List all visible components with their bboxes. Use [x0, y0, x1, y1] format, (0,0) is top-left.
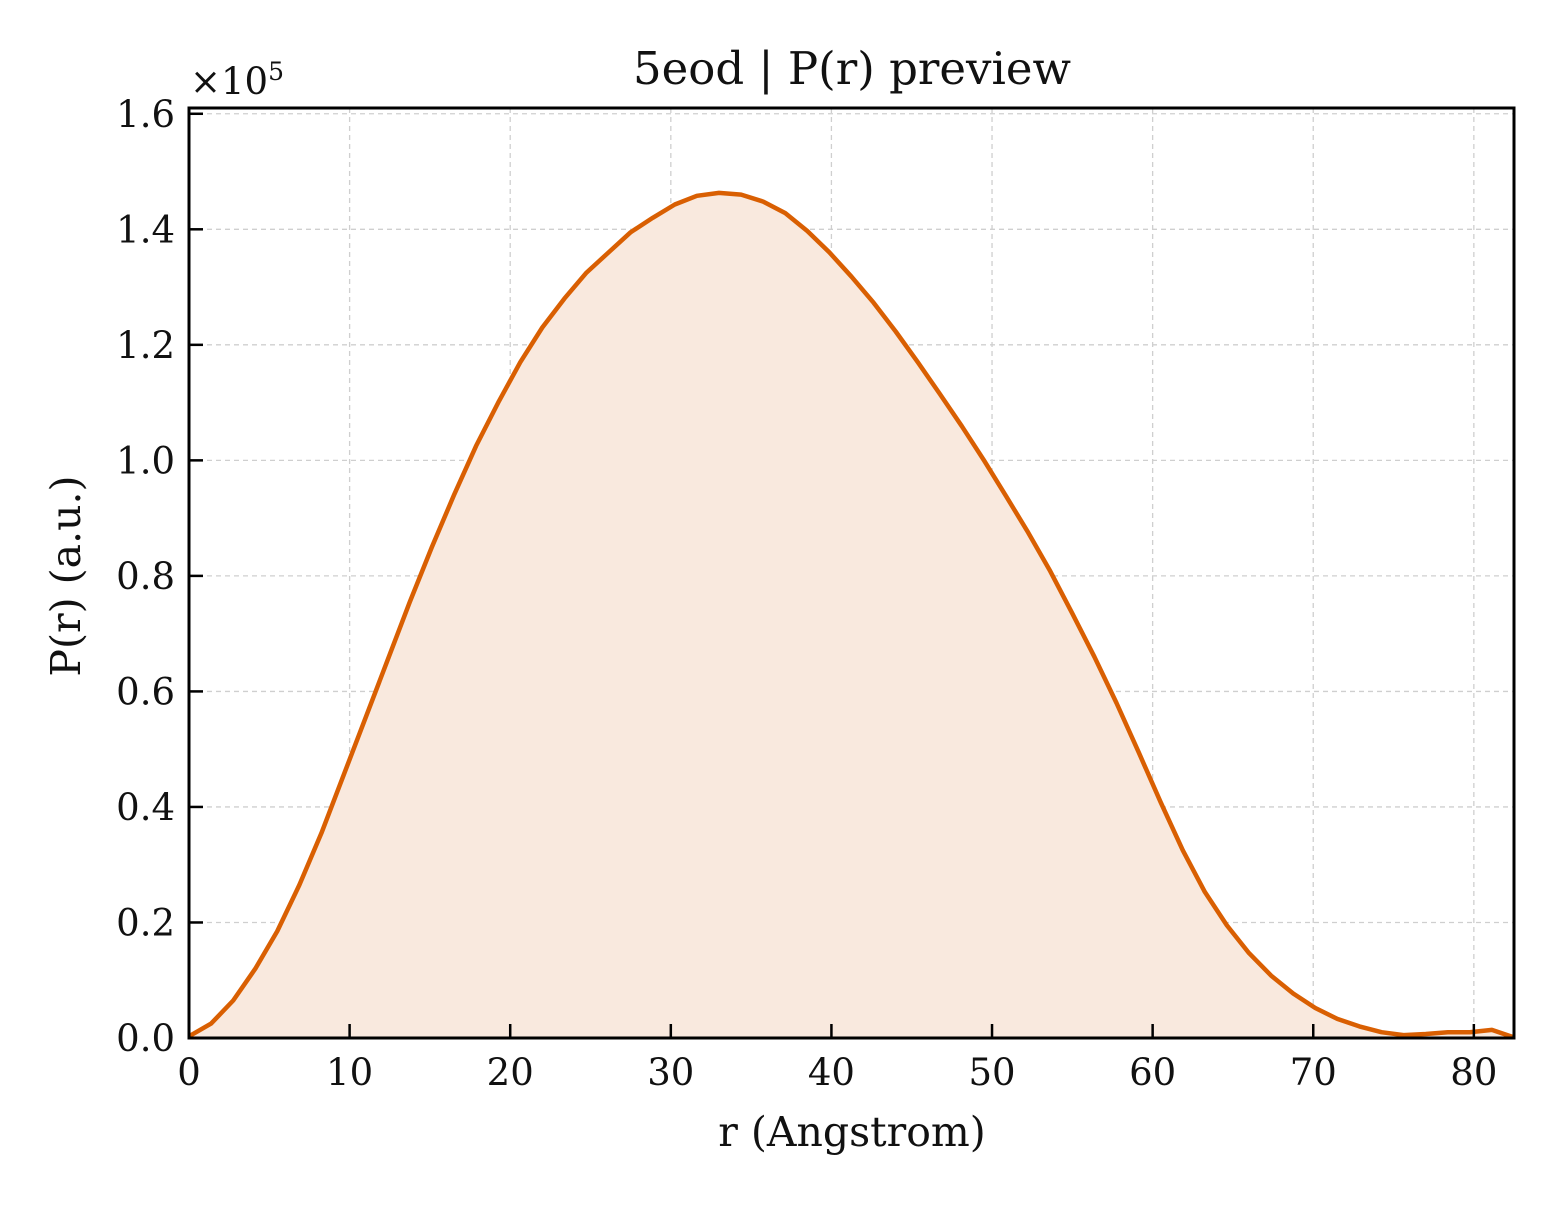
y-tick-label: 1.4: [116, 208, 175, 251]
x-tick-label: 30: [647, 1051, 694, 1094]
ticks: 0 10 20 30 40 50 60 70 80 0.0 0.2 0.4 0.6 0.8 1.0 1.2 1.…: [116, 93, 1497, 1094]
x-tick-label: 70: [1290, 1051, 1337, 1094]
plot-frame: [187, 106, 1516, 1040]
x-tick-label: 20: [487, 1051, 534, 1094]
y-tick-label: 1.2: [116, 324, 175, 367]
y-tick-label: 0.2: [116, 901, 175, 944]
x-tick-label: 80: [1450, 1051, 1497, 1094]
x-tick-label: 60: [1129, 1051, 1176, 1094]
x-axis-label: r (Angstrom): [718, 1108, 986, 1156]
y-tick-label: 1.0: [116, 439, 175, 482]
y-tick-label: 1.6: [116, 93, 175, 136]
area-fill: [189, 192, 1514, 1038]
x-tick-label: 40: [808, 1051, 855, 1094]
y-multiplier-exponent: 5: [268, 57, 284, 86]
y-multiplier-base: ×10: [190, 60, 268, 103]
y-tick-label: 0.4: [116, 786, 175, 829]
series-line: [189, 190, 1514, 1038]
x-tick-label: 50: [968, 1051, 1015, 1094]
x-tick-label: 10: [326, 1051, 373, 1094]
y-tick-label: 0.8: [116, 555, 175, 598]
chart-title: 5eod | P(r) preview: [633, 42, 1071, 95]
plot-area: [189, 190, 1514, 1038]
y-tick-label: 0.6: [116, 670, 175, 713]
y-axis-multiplier: ×105: [190, 57, 284, 103]
y-tick-label: 0.0: [116, 1017, 175, 1060]
x-tick-label: 0: [177, 1051, 201, 1094]
y-axis-label: P(r) (a.u.): [42, 475, 90, 676]
